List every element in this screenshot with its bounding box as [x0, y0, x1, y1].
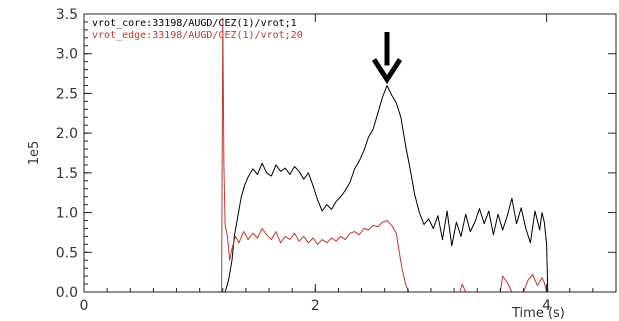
arrow-head	[371, 58, 403, 85]
x-tick-label: 4	[542, 298, 551, 314]
legend: vrot_core:33198/AUGD/CEZ(1)/vrot;1vrot_e…	[92, 18, 303, 41]
y-tick-label: 0.0	[56, 285, 78, 301]
peak-arrow-annotation	[371, 32, 403, 85]
y-tick-label: 3.0	[56, 47, 78, 63]
y-tick-label: 2.0	[56, 126, 78, 142]
ticks-layer: 0.0 0.5 1.0 1.5 2.0 2.5 3.0 3.5 0 2 4	[56, 7, 616, 314]
series-layer	[84, 17, 616, 293]
series-line-vrot-edge	[84, 17, 616, 293]
plot-frame	[83, 13, 617, 293]
y-tick-label: 1.0	[56, 206, 78, 222]
y-tick-label: 3.5	[56, 7, 78, 23]
x-tick-label: 2	[311, 298, 320, 314]
y-axis-title: 1e5	[27, 141, 42, 166]
x-tick-label: 0	[80, 298, 89, 314]
x-axis-title: Time (s)	[511, 306, 565, 321]
series-line-vrot-core	[84, 85, 616, 293]
y-tick-label: 2.5	[56, 86, 78, 102]
legend-entry: vrot_edge:33198/AUGD/CEZ(1)/vrot;20	[92, 30, 303, 41]
y-tick-label: 0.5	[56, 245, 78, 261]
y-tick-label: 1.5	[56, 166, 78, 182]
legend-entry: vrot_core:33198/AUGD/CEZ(1)/vrot;1	[92, 18, 297, 29]
